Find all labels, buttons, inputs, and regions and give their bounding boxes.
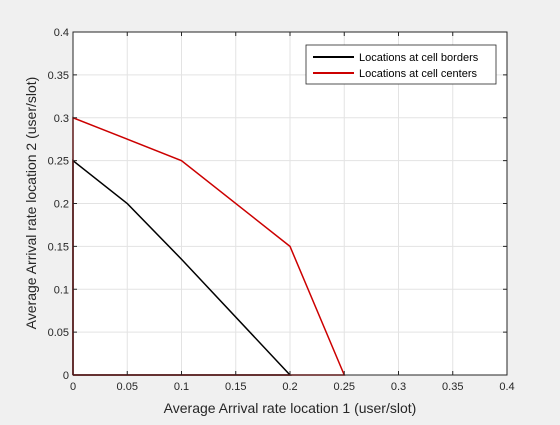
y-tick-label-8: 0.4 — [54, 27, 69, 39]
legend-label-cell-centers: Locations at cell centers — [359, 68, 478, 80]
x-tick-label-4: 0.2 — [282, 381, 297, 393]
legend: Locations at cell borders Locations at c… — [305, 44, 497, 85]
y-tick-label-7: 0.35 — [48, 70, 69, 82]
x-tick-label-2: 0.1 — [174, 381, 189, 393]
x-tick-label-5: 0.25 — [334, 381, 355, 393]
x-tick-label-6: 0.3 — [391, 381, 406, 393]
tick-layer: 0 0.05 0.1 0.15 0.2 0.25 0.3 0.35 0.4 0 0.05 0.1 0.1… — [48, 27, 515, 393]
y-tick-label-2: 0.1 — [54, 284, 69, 296]
x-tick-label-3: 0.15 — [225, 381, 246, 393]
y-tick-label-0: 0 — [63, 370, 69, 382]
y-tick-label-1: 0.05 — [48, 327, 69, 339]
y-tick-label-5: 0.25 — [48, 156, 69, 168]
y-tick-label-4: 0.2 — [54, 199, 69, 211]
x-tick-label-0: 0 — [70, 381, 76, 393]
y-tick-label-3: 0.15 — [48, 241, 69, 253]
legend-label-cell-borders: Locations at cell borders — [359, 52, 479, 64]
x-tick-label-8: 0.4 — [499, 381, 514, 393]
y-tick-label-6: 0.3 — [54, 113, 69, 125]
x-tick-label-1: 0.05 — [117, 381, 138, 393]
x-axis-label: Average Arrival rate location 1 (user/sl… — [164, 400, 417, 416]
x-tick-label-7: 0.35 — [442, 381, 463, 393]
legend-box — [305, 44, 497, 85]
y-axis-label: Average Arrival rate location 2 (user/sl… — [23, 77, 39, 330]
